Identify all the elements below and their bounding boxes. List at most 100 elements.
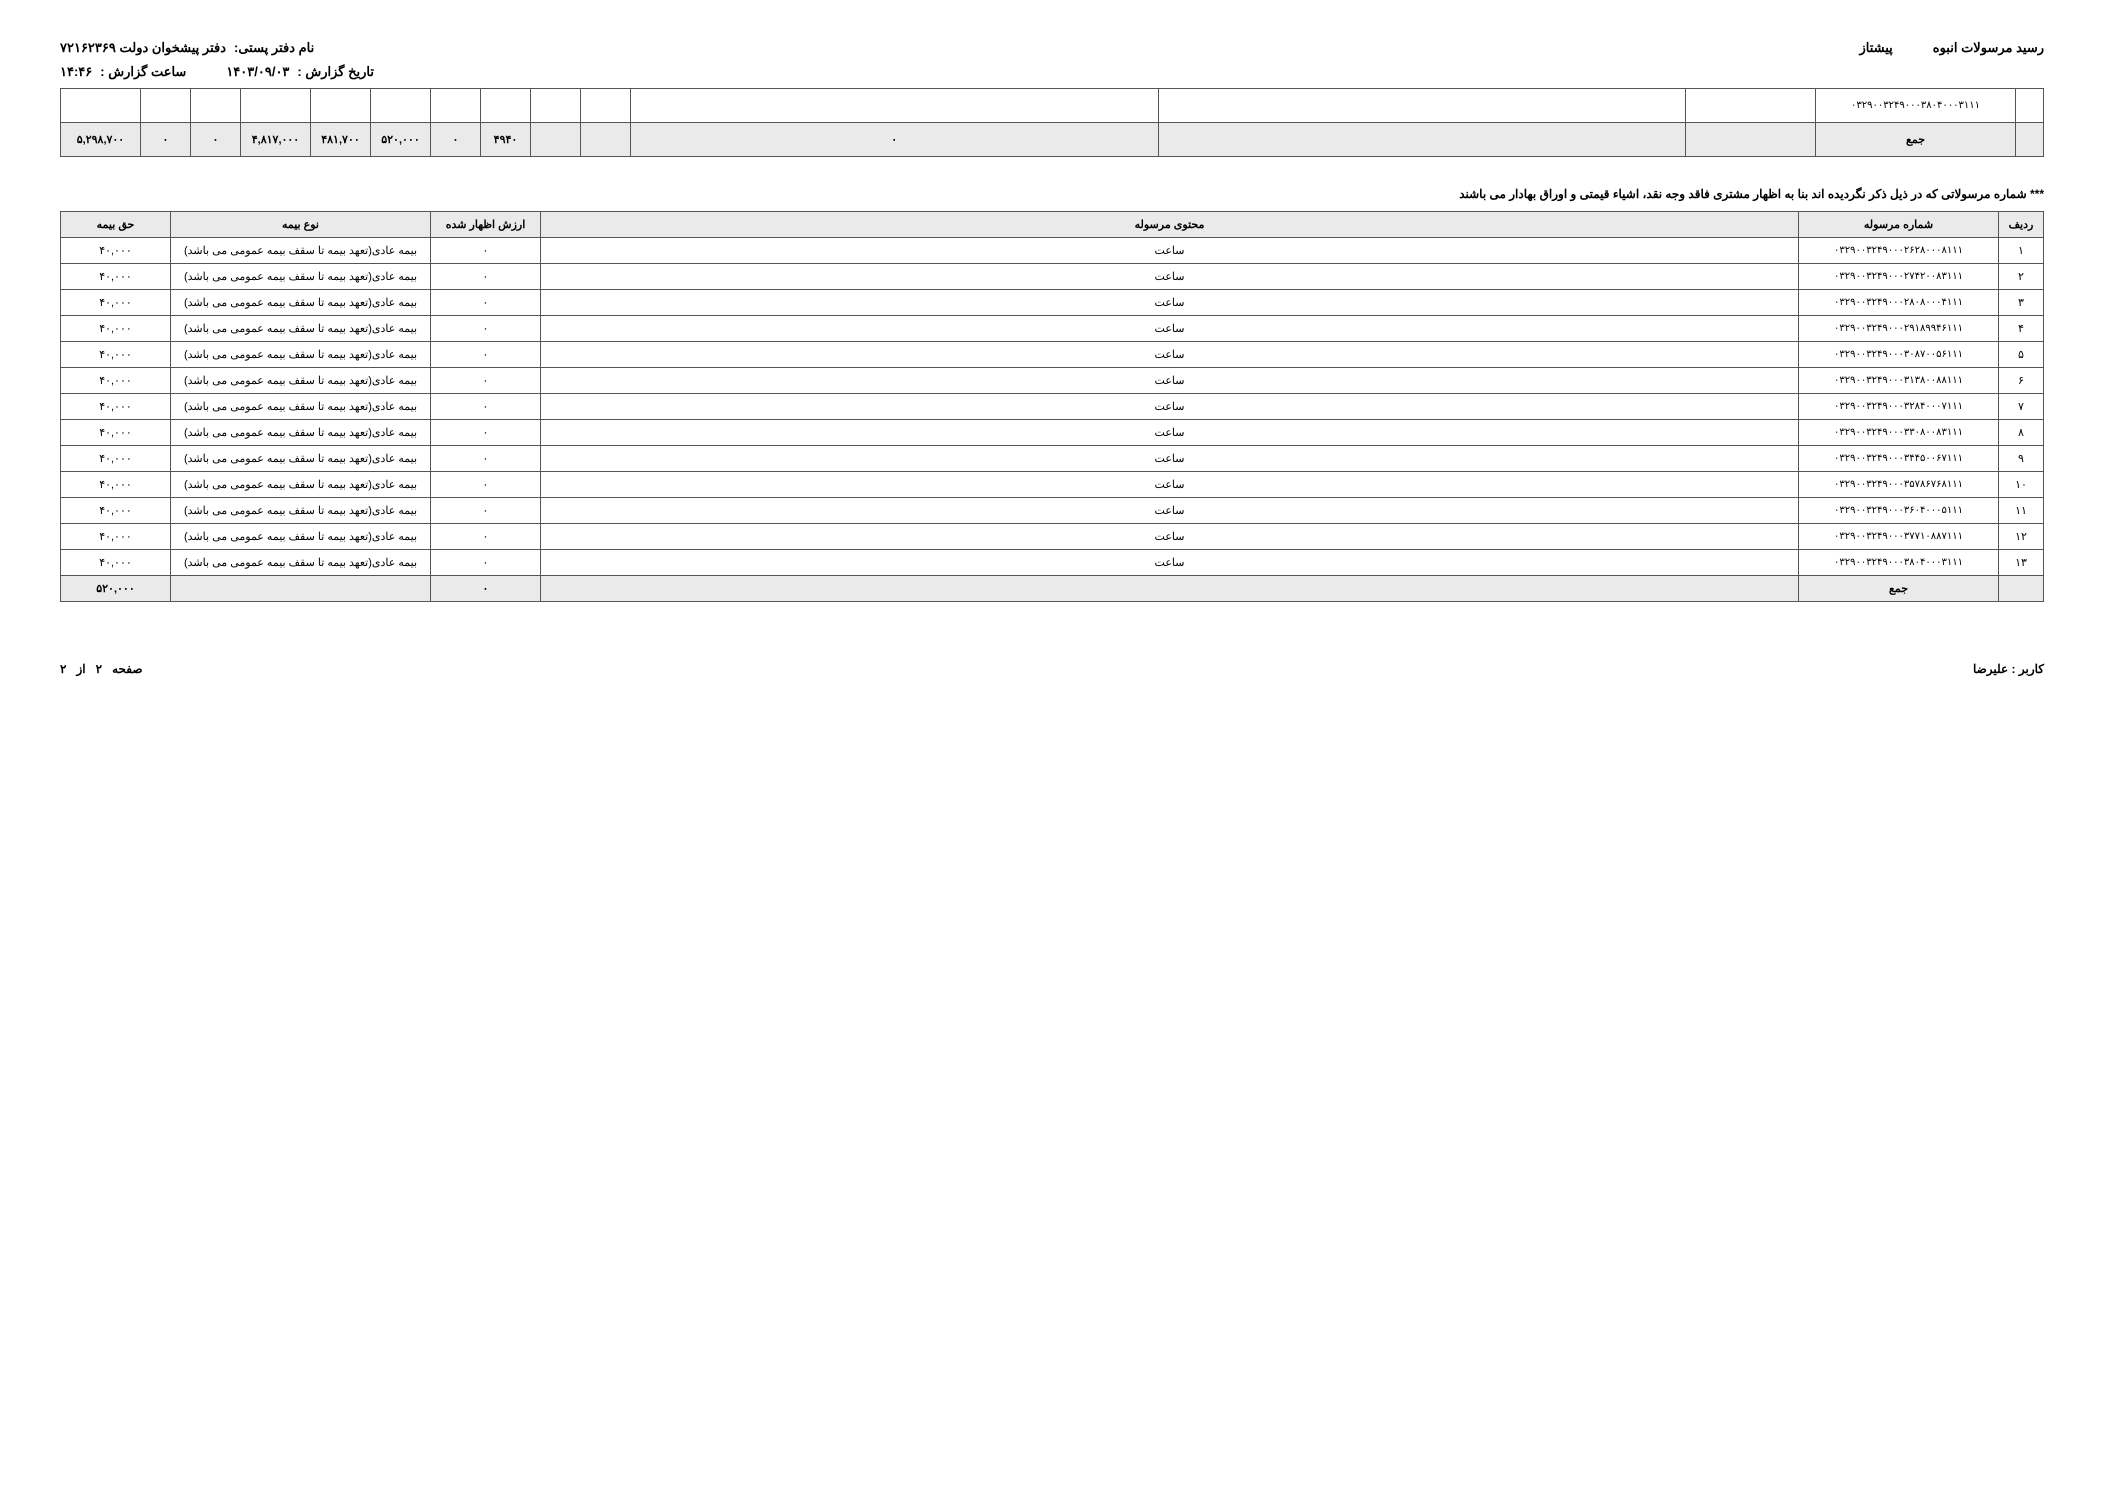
cell-ins-type: بیمه عادی(تعهد بیمه تا سقف بیمه عمومی می… bbox=[171, 290, 431, 316]
footer-pagination: صفحه ۲ از ۲ bbox=[60, 662, 143, 676]
user-value: علیرضا bbox=[1973, 662, 2008, 676]
h-declared: ارزش اظهار شده bbox=[431, 212, 541, 238]
cell-ins-fee: ۴۰,۰۰۰ bbox=[61, 472, 171, 498]
cell-declared: ۰ bbox=[431, 420, 541, 446]
top-c4 bbox=[531, 123, 581, 157]
cell-ins-fee: ۴۰,۰۰۰ bbox=[61, 264, 171, 290]
cell-tracking: ۰۳۲۹۰۰۳۲۴۹۰۰۰۳۴۴۵۰۰۶۷۱۱۱ bbox=[1799, 446, 1999, 472]
top-c0 bbox=[1686, 123, 1816, 157]
cell-content: ساعت bbox=[541, 316, 1799, 342]
cell-tracking: ۰۳۲۹۰۰۳۲۴۹۰۰۰۳۵۷۸۶۷۶۸۱۱۱ bbox=[1799, 472, 1999, 498]
cell-ins-fee: ۴۰,۰۰۰ bbox=[61, 446, 171, 472]
table-row: ۷۰۳۲۹۰۰۳۲۴۹۰۰۰۳۲۸۴۰۰۰۷۱۱۱ساعت۰بیمه عادی(… bbox=[61, 394, 2044, 420]
cell-ins-type: بیمه عادی(تعهد بیمه تا سقف بیمه عمومی می… bbox=[171, 342, 431, 368]
page-footer: کاربر : علیرضا صفحه ۲ از ۲ bbox=[60, 662, 2044, 676]
insurance-sum-row: جمع ۰ ۵۲۰,۰۰۰ bbox=[61, 576, 2044, 602]
insurance-table: ردیف شماره مرسوله محتوی مرسوله ارزش اظها… bbox=[60, 211, 2044, 602]
cell-declared: ۰ bbox=[431, 368, 541, 394]
cell-ins-type: بیمه عادی(تعهد بیمه تا سقف بیمه عمومی می… bbox=[171, 394, 431, 420]
cell-declared: ۰ bbox=[431, 316, 541, 342]
cell-declared: ۰ bbox=[431, 394, 541, 420]
cell-declared: ۰ bbox=[431, 550, 541, 576]
table-row: ۶۰۳۲۹۰۰۳۲۴۹۰۰۰۳۱۳۸۰۰۸۸۱۱۱ساعت۰بیمه عادی(… bbox=[61, 368, 2044, 394]
table-row: ۱۰۰۳۲۹۰۰۳۲۴۹۰۰۰۳۵۷۸۶۷۶۸۱۱۱ساعت۰بیمه عادی… bbox=[61, 472, 2044, 498]
cell-ins-fee: ۴۰,۰۰۰ bbox=[61, 550, 171, 576]
time-label: ساعت گزارش : bbox=[100, 64, 186, 80]
receipt-title-value: پیشتاز bbox=[1859, 40, 1892, 56]
cell-tracking: ۰۳۲۹۰۰۳۲۴۹۰۰۰۲۸۰۸۰۰۰۴۱۱۱ bbox=[1799, 290, 1999, 316]
top-summary-table: ۰۳۲۹۰۰۳۲۴۹۰۰۰۳۸۰۴۰۰۰۳۱۱۱ جمع ۰ ۴۹۴۰ ۰ ۵۲… bbox=[60, 88, 2044, 157]
cell-tracking: ۰۳۲۹۰۰۳۲۴۹۰۰۰۲۹۱۸۹۹۴۶۱۱۱ bbox=[1799, 316, 1999, 342]
cell-declared: ۰ bbox=[431, 290, 541, 316]
cell-index: ۳ bbox=[1999, 290, 2044, 316]
cell-declared: ۰ bbox=[431, 238, 541, 264]
cell-ins-type: بیمه عادی(تعهد بیمه تا سقف بیمه عمومی می… bbox=[171, 420, 431, 446]
cell-index: ۲ bbox=[1999, 264, 2044, 290]
cell-ins-fee: ۴۰,۰۰۰ bbox=[61, 524, 171, 550]
header-date-time: تاریخ گزارش : ۱۴۰۳/۰۹/۰۳ ساعت گزارش : ۱۴… bbox=[60, 64, 374, 80]
cell-declared: ۰ bbox=[431, 524, 541, 550]
cell-tracking: ۰۳۲۹۰۰۳۲۴۹۰۰۰۲۶۲۸۰۰۰۸۱۱۱ bbox=[1799, 238, 1999, 264]
top-c12: ۵,۲۹۸,۷۰۰ bbox=[61, 123, 141, 157]
cell-ins-fee: ۴۰,۰۰۰ bbox=[61, 368, 171, 394]
cell-content: ساعت bbox=[541, 342, 1799, 368]
cell-index: ۱۲ bbox=[1999, 524, 2044, 550]
table-row: ۵۰۳۲۹۰۰۳۲۴۹۰۰۰۳۰۸۷۰۰۵۶۱۱۱ساعت۰بیمه عادی(… bbox=[61, 342, 2044, 368]
table-row: ۱۰۳۲۹۰۰۳۲۴۹۰۰۰۲۶۲۸۰۰۰۸۱۱۱ساعت۰بیمه عادی(… bbox=[61, 238, 2044, 264]
cell-content: ساعت bbox=[541, 238, 1799, 264]
header-title-left: نام دفتر پستی: دفتر پیشخوان دولت ۷۲۱۶۲۳۶… bbox=[60, 40, 314, 56]
cell-ins-type: بیمه عادی(تعهد بیمه تا سقف بیمه عمومی می… bbox=[171, 550, 431, 576]
cell-content: ساعت bbox=[541, 394, 1799, 420]
cell-content: ساعت bbox=[541, 264, 1799, 290]
cell-declared: ۰ bbox=[431, 472, 541, 498]
cell-content: ساعت bbox=[541, 446, 1799, 472]
cell-declared: ۰ bbox=[431, 498, 541, 524]
header-line-2: تاریخ گزارش : ۱۴۰۳/۰۹/۰۳ ساعت گزارش : ۱۴… bbox=[60, 64, 2044, 80]
date-label: تاریخ گزارش : bbox=[297, 64, 374, 80]
cell-ins-type: بیمه عادی(تعهد بیمه تا سقف بیمه عمومی می… bbox=[171, 498, 431, 524]
footer-user: کاربر : علیرضا bbox=[1973, 662, 2044, 676]
cell-ins-type: بیمه عادی(تعهد بیمه تا سقف بیمه عمومی می… bbox=[171, 472, 431, 498]
page-label: صفحه bbox=[112, 662, 142, 676]
top-c1 bbox=[1158, 123, 1686, 157]
cell-content: ساعت bbox=[541, 368, 1799, 394]
cell-ins-type: بیمه عادی(تعهد بیمه تا سقف بیمه عمومی می… bbox=[171, 264, 431, 290]
cell-index: ۶ bbox=[1999, 368, 2044, 394]
sum-fee: ۵۲۰,۰۰۰ bbox=[61, 576, 171, 602]
cell-ins-fee: ۴۰,۰۰۰ bbox=[61, 394, 171, 420]
cell-declared: ۰ bbox=[431, 342, 541, 368]
table-row: ۴۰۳۲۹۰۰۳۲۴۹۰۰۰۲۹۱۸۹۹۴۶۱۱۱ساعت۰بیمه عادی(… bbox=[61, 316, 2044, 342]
top-c5: ۴۹۴۰ bbox=[481, 123, 531, 157]
time-value: ۱۴:۴۶ bbox=[60, 64, 92, 80]
cell-content: ساعت bbox=[541, 524, 1799, 550]
top-c2: ۰ bbox=[631, 123, 1159, 157]
page-total: ۲ bbox=[60, 662, 66, 676]
cell-ins-fee: ۴۰,۰۰۰ bbox=[61, 290, 171, 316]
page-current: ۲ bbox=[96, 662, 102, 676]
table-row: ۱۲۰۳۲۹۰۰۳۲۴۹۰۰۰۳۷۷۱۰۸۸۷۱۱۱ساعت۰بیمه عادی… bbox=[61, 524, 2044, 550]
header-title-right: رسید مرسولات انبوه پیشتاز bbox=[1859, 40, 2044, 56]
top-c7: ۵۲۰,۰۰۰ bbox=[371, 123, 431, 157]
page-of: از bbox=[76, 662, 85, 676]
cell-content: ساعت bbox=[541, 420, 1799, 446]
office-label: نام دفتر پستی: bbox=[234, 40, 314, 56]
cell-ins-type: بیمه عادی(تعهد بیمه تا سقف بیمه عمومی می… bbox=[171, 238, 431, 264]
top-sum-label: جمع bbox=[1816, 123, 2016, 157]
cell-tracking: ۰۳۲۹۰۰۳۲۴۹۰۰۰۳۳۰۸۰۰۸۳۱۱۱ bbox=[1799, 420, 1999, 446]
date-value: ۱۴۰۳/۰۹/۰۳ bbox=[226, 64, 289, 80]
user-label: کاربر : bbox=[2012, 662, 2044, 676]
cell-tracking: ۰۳۲۹۰۰۳۲۴۹۰۰۰۳۸۰۴۰۰۰۳۱۱۱ bbox=[1799, 550, 1999, 576]
top-c3 bbox=[581, 123, 631, 157]
header-line-1: رسید مرسولات انبوه پیشتاز نام دفتر پستی:… bbox=[60, 40, 2044, 56]
cell-content: ساعت bbox=[541, 472, 1799, 498]
top-row-sum: جمع ۰ ۴۹۴۰ ۰ ۵۲۰,۰۰۰ ۴۸۱,۷۰۰ ۴,۸۱۷,۰۰۰ ۰… bbox=[61, 123, 2044, 157]
declaration-note: *** شماره مرسولاتی که در ذیل ذکر نگردیده… bbox=[60, 187, 2044, 201]
h-row: ردیف bbox=[1999, 212, 2044, 238]
h-content: محتوی مرسوله bbox=[541, 212, 1799, 238]
cell-tracking: ۰۳۲۹۰۰۳۲۴۹۰۰۰۳۶۰۴۰۰۰۵۱۱۱ bbox=[1799, 498, 1999, 524]
cell-ins-type: بیمه عادی(تعهد بیمه تا سقف بیمه عمومی می… bbox=[171, 316, 431, 342]
table-row: ۲۰۳۲۹۰۰۳۲۴۹۰۰۰۲۷۴۲۰۰۸۳۱۱۱ساعت۰بیمه عادی(… bbox=[61, 264, 2044, 290]
table-row: ۳۰۳۲۹۰۰۳۲۴۹۰۰۰۲۸۰۸۰۰۰۴۱۱۱ساعت۰بیمه عادی(… bbox=[61, 290, 2044, 316]
top-c9: ۴,۸۱۷,۰۰۰ bbox=[241, 123, 311, 157]
table-row: ۸۰۳۲۹۰۰۳۲۴۹۰۰۰۳۳۰۸۰۰۸۳۱۱۱ساعت۰بیمه عادی(… bbox=[61, 420, 2044, 446]
